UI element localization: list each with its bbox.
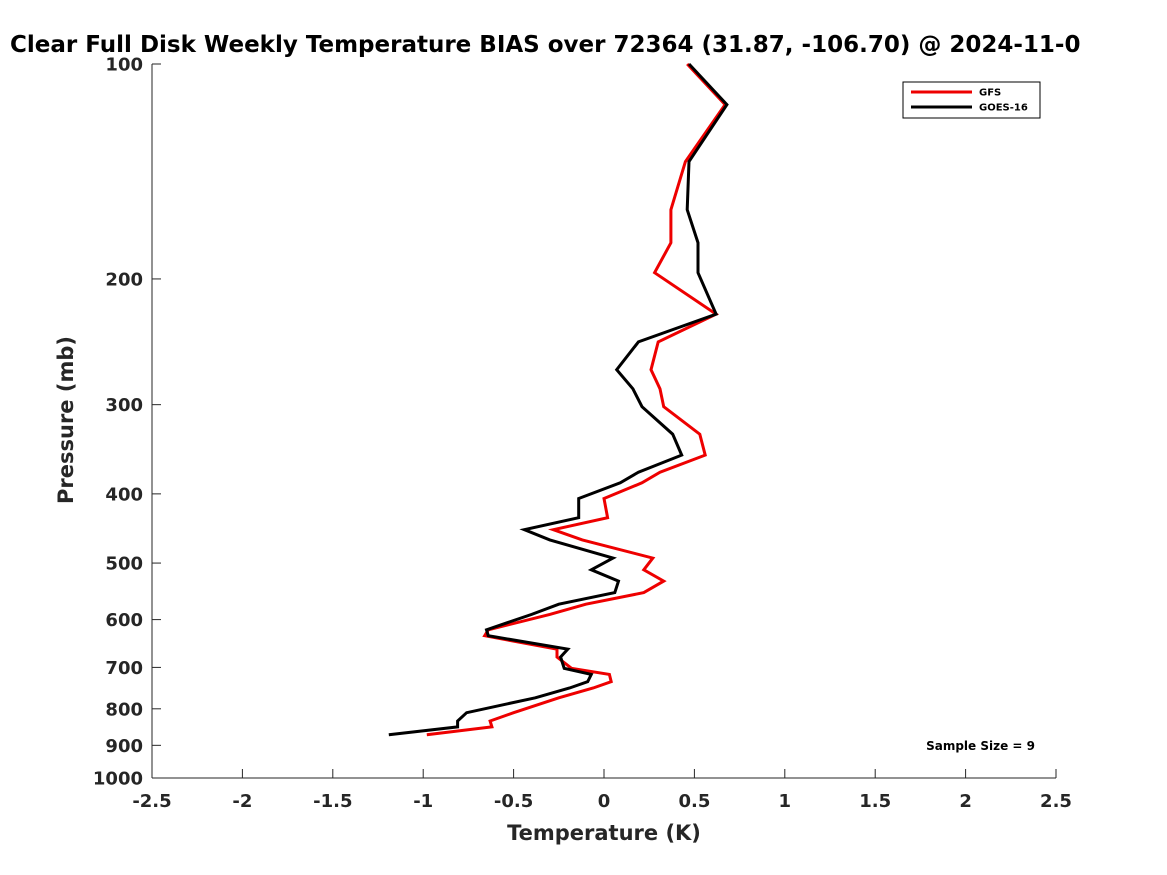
x-tick-label: 0.5 bbox=[678, 791, 710, 812]
x-tick-label: -0.5 bbox=[494, 791, 533, 812]
x-tick-label: 1.5 bbox=[859, 791, 891, 812]
sample-size-annotation: Sample Size = 9 bbox=[926, 739, 1035, 753]
y-tick-label: 200 bbox=[105, 269, 143, 290]
legend: GFS GOES-16 bbox=[902, 81, 1041, 119]
x-tick-label: 2 bbox=[959, 791, 972, 812]
y-tick-label: 700 bbox=[105, 658, 143, 679]
y-tick-label: 900 bbox=[105, 736, 143, 757]
series-line-gfs bbox=[426, 62, 728, 737]
y-tick-label: 100 bbox=[105, 55, 143, 76]
y-axis-label: Pressure (mb) bbox=[54, 336, 78, 504]
x-tick-label: -2.5 bbox=[132, 791, 171, 812]
y-tick-label: 800 bbox=[105, 699, 143, 720]
series-line-goes-16 bbox=[388, 62, 729, 737]
legend-box bbox=[902, 81, 1041, 119]
legend-label: GFS bbox=[979, 88, 1001, 99]
x-axis-label: Temperature (K) bbox=[507, 821, 701, 845]
y-axis: 100 200 300 400 500 600 700 800 900 1000 bbox=[93, 55, 161, 790]
x-tick-label: 0 bbox=[598, 791, 611, 812]
x-tick-label: 2.5 bbox=[1040, 791, 1072, 812]
x-tick-label: 1 bbox=[779, 791, 792, 812]
y-tick-label: 600 bbox=[105, 610, 143, 631]
y-tick-label: 300 bbox=[105, 395, 143, 416]
x-axis: -2.5 -2 -1.5 -1 -0.5 0 0.5 1 1.5 2 2.5 bbox=[132, 769, 1072, 812]
legend-label: GOES-16 bbox=[979, 103, 1028, 114]
x-tick-label: -1.5 bbox=[313, 791, 352, 812]
series-layer bbox=[388, 62, 729, 737]
x-tick-label: -1 bbox=[413, 791, 433, 812]
y-tick-label: 400 bbox=[105, 484, 143, 505]
y-tick-label: 500 bbox=[105, 554, 143, 575]
x-tick-label: -2 bbox=[232, 791, 252, 812]
y-tick-label: 1000 bbox=[93, 769, 143, 790]
chart-title: Clear Full Disk Weekly Temperature BIAS … bbox=[10, 32, 1080, 58]
